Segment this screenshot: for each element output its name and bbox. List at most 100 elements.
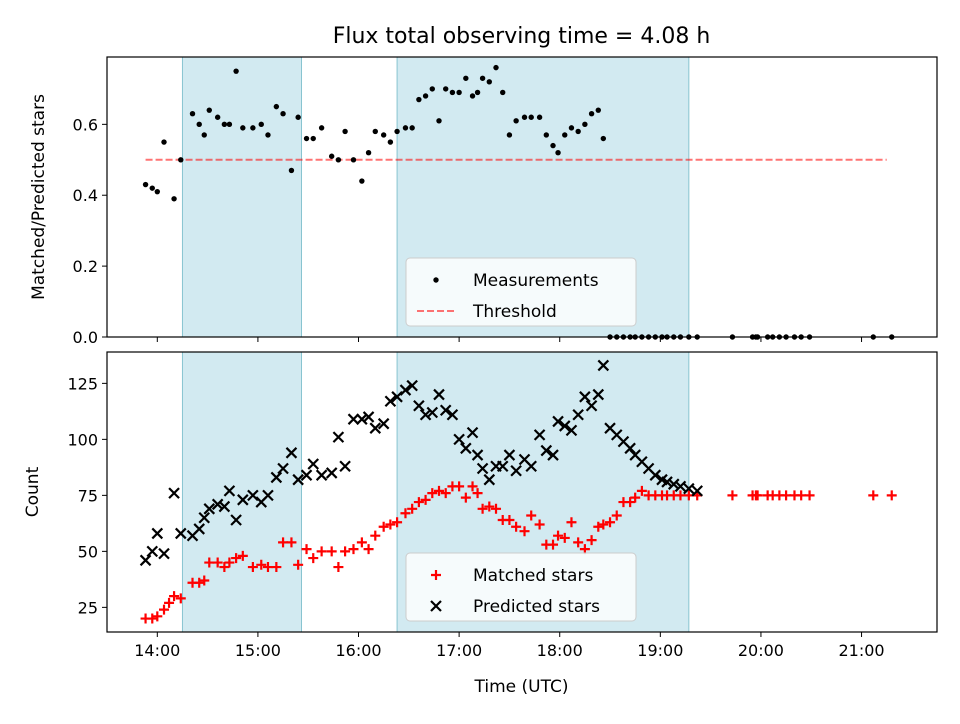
measurement-point [280,111,286,117]
measurement-point [416,96,422,103]
predicted-star-point [332,431,345,443]
predicted-star-point [496,460,509,473]
matched-star-point [316,546,327,557]
matched-star-point [219,562,230,573]
chart-title: Flux total observing time = 4.08 h [333,24,711,49]
measurement-point [295,114,301,120]
predicted-star-point [510,464,522,477]
predicted-star-point [674,480,687,493]
matched-star-point [378,521,389,532]
matched-star-point [204,557,215,568]
matched-star-point [147,613,158,624]
observing-interval-band [181,351,303,633]
measurement-point [463,75,469,81]
predicted-star-point [285,447,298,459]
measurement-point [506,132,513,138]
matched-star-point [573,537,584,548]
predicted-star-point [237,494,249,506]
y-axis-label: Matched/Predicted stars [29,94,49,300]
predicted-star-point [558,420,571,432]
measurement-point [342,128,348,135]
matched-star-point [579,544,590,555]
predicted-star-point [525,460,537,473]
matched-star-point [886,490,897,501]
predicted-star-point [661,476,673,488]
matched-star-point [559,532,570,543]
predicted-star-point [540,444,553,457]
axes-frame [106,351,938,633]
predicted-star-point [198,511,211,524]
measurement-point [402,125,409,131]
legend-marker [430,600,442,612]
measurement-point [595,107,601,113]
measurement-point [387,139,394,145]
measurement-point [350,157,357,163]
y-tick-label: 25 [78,598,98,617]
predicted-star-point [476,462,489,475]
axes-frame [106,56,938,338]
predicted-star-point [193,523,205,535]
predicted-star-point [384,395,397,408]
predicted-star-point [460,442,472,455]
predicted-star-point [592,388,605,401]
matched-star-point [548,539,559,550]
predicted-star-point [158,547,170,560]
matched-star-point [164,597,175,608]
matched-star-point [247,562,258,573]
matched-star-point [526,510,537,521]
predicted-star-point [585,399,598,412]
predicted-star-point [347,413,360,425]
measurement-point [409,125,415,131]
measurement-point [273,103,280,110]
measurement-point [142,181,149,188]
measurement-point [449,89,456,96]
legend-label: Predicted stars [473,597,600,617]
predicted-star-point [315,469,328,481]
measurement-point [380,132,387,138]
measurement-point [189,111,196,117]
predicted-star-point [270,471,283,484]
matched-star-point [467,481,478,492]
matched-star-point [301,544,312,555]
y-tick-label: 0.2 [73,257,98,276]
matched-star-point [224,557,235,568]
y-tick-label: 0.4 [73,186,98,205]
measurement-point [536,114,543,120]
matched-star-point [340,546,351,557]
measurement-point [568,125,575,131]
matched-star-point [504,515,515,525]
predicted-star-point [579,391,591,403]
measurement-point [233,68,239,74]
predicted-star-point [339,460,351,473]
matched-star-point [262,562,273,573]
predicted-star-point [565,424,578,437]
predicted-star-point [683,482,695,495]
predicted-star-point [247,489,259,502]
measurement-point [240,125,246,131]
predicted-star-point [649,469,662,481]
predicted-star-point [362,411,375,423]
matched-star-point [370,530,381,541]
x-tick-label: 19:00 [637,641,683,660]
y-tick-label: 0.0 [73,328,98,347]
matched-star-point [675,490,686,501]
y-tick-label: 125 [67,374,98,393]
predicted-star-point [413,399,425,412]
matched-star-point [752,490,763,501]
predicted-star-point [218,500,231,513]
y-tick-label: 0.6 [73,115,98,134]
predicted-star-point [307,458,320,470]
matched-star-point [212,557,223,568]
matched-star-point [434,485,444,496]
matched-star-point [286,537,297,548]
predicted-star-point [277,462,289,475]
predicted-star-point [406,379,418,392]
y-tick-label: 75 [78,486,98,505]
measurement-point [154,188,161,195]
matched-star-point [491,503,502,514]
measurement-point [436,118,442,124]
matched-star-point [308,553,319,564]
matched-star-point [169,591,180,602]
measurement-point [196,121,202,128]
measurement-point [206,107,212,113]
